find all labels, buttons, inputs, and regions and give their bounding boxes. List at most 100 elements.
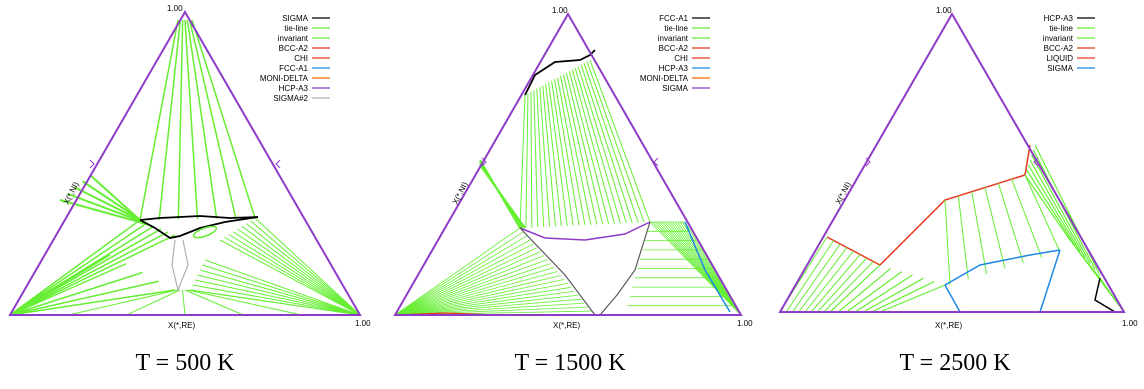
ternary-diagram-1500k: 1.00 1.00 X(*,RE) X(*,NI) FCC-A1tie-line… xyxy=(393,6,753,330)
legend-label: BCC-A2 xyxy=(279,44,309,53)
ternary-frame xyxy=(778,11,1126,313)
axis-ticks xyxy=(89,159,281,169)
tie-line xyxy=(9,271,143,316)
axis-ticks xyxy=(481,157,659,167)
tie-line xyxy=(394,282,568,316)
legend-label: SIGMA xyxy=(282,14,308,23)
right-corner-label: 1.00 xyxy=(737,319,753,328)
legend-label: BCC-A2 xyxy=(1044,44,1074,53)
tie-line xyxy=(837,267,892,313)
phase-boundary xyxy=(1094,277,1116,313)
tie-line xyxy=(9,254,111,316)
tie-line xyxy=(394,294,578,316)
tie-line xyxy=(237,228,361,316)
tie-line xyxy=(194,279,361,316)
legend-label: tie-line xyxy=(664,24,688,33)
legend-label: SIGMA xyxy=(1047,64,1073,73)
tie-line xyxy=(568,71,610,225)
legend: FCC-A1tie-lineinvariantBCC-A2CHIHCP-A3MO… xyxy=(640,14,710,93)
sigma-boundary xyxy=(519,221,651,241)
tie-line xyxy=(562,74,598,225)
tie-line xyxy=(126,289,181,316)
tie-line xyxy=(944,199,951,286)
tie-line xyxy=(187,289,302,316)
tie-line xyxy=(792,243,841,313)
tie-line xyxy=(817,257,868,313)
tie-line xyxy=(394,279,565,316)
tie-line xyxy=(1027,164,1081,252)
panel-500k: 1.00 1.00 X(*,RE) X(*,NI) SIGMA tie-line i… xyxy=(0,0,380,340)
tie-line xyxy=(394,259,548,316)
tie-line xyxy=(798,247,848,313)
tie-line xyxy=(139,19,179,221)
tie-line xyxy=(184,19,199,220)
caption-2500k: T = 2500 K xyxy=(899,350,1011,376)
tie-line xyxy=(530,91,533,228)
tie-line xyxy=(394,290,575,316)
tie-line xyxy=(394,231,524,316)
tie-line xyxy=(394,298,582,316)
tie-line xyxy=(879,284,946,313)
ternary-frame xyxy=(393,11,743,316)
tie-line xyxy=(89,174,141,221)
tie-line xyxy=(394,239,531,316)
tie-lines xyxy=(9,19,361,316)
tie-line xyxy=(571,69,616,224)
tie-line xyxy=(1011,178,1043,258)
tie-line xyxy=(1026,169,1076,247)
legend-label: tie-line xyxy=(1049,24,1073,33)
legend-label: SIGMA#2 xyxy=(273,94,308,103)
tie-line xyxy=(536,88,545,227)
tie-line xyxy=(863,277,924,313)
tie-lines xyxy=(779,144,1125,313)
caption-500k: T = 500 K xyxy=(135,350,235,376)
ternary-diagram-500k: 1.00 1.00 X(*,RE) X(*,NI) SIGMAtie-linei… xyxy=(8,4,371,330)
tie-line xyxy=(533,90,539,228)
x-axis-label: X(*,RE) xyxy=(553,321,580,330)
sigma-boundary xyxy=(1039,249,1061,313)
tie-line xyxy=(9,280,159,316)
tie-line xyxy=(245,223,361,316)
tie-line xyxy=(202,264,361,316)
tie-line xyxy=(586,61,645,223)
tie-line xyxy=(574,67,621,224)
legend-label: LIQUID xyxy=(1046,54,1073,63)
caption-1500k: T = 1500 K xyxy=(514,350,626,376)
tie-line xyxy=(394,271,558,316)
tie-line xyxy=(224,236,361,316)
tie-line xyxy=(545,83,562,227)
hcp-boundary xyxy=(684,221,731,313)
tie-line xyxy=(823,261,874,313)
panel-1500k: 1.00 1.00 X(*,RE) X(*,NI) FCC-A1 tie-line… xyxy=(385,0,765,340)
tie-line xyxy=(1024,174,1071,241)
tie-line xyxy=(204,259,361,316)
tie-line xyxy=(871,281,935,313)
tie-line xyxy=(81,180,144,223)
legend-label: HCP-A3 xyxy=(659,64,689,73)
legend-label: SIGMA xyxy=(662,84,688,93)
legend-label: HCP-A3 xyxy=(1044,14,1074,23)
tie-line xyxy=(829,264,881,313)
tie-line xyxy=(9,289,176,316)
legend-label: HCP-A3 xyxy=(279,84,309,93)
tie-line xyxy=(191,19,256,219)
sigma-boundary xyxy=(944,284,961,313)
tie-line xyxy=(9,263,127,316)
tie-line xyxy=(9,222,148,316)
tie-line xyxy=(577,66,627,224)
panel-2500k: 1.00 1.00 X(*,RE) X(*,NI) HCP-A3 tie-line… xyxy=(770,0,1144,340)
tie-line xyxy=(394,243,534,316)
ternary-diagram-2500k: 1.00 1.00 X(*,RE) X(*,NI) HCP-A3tie-line… xyxy=(778,6,1138,330)
tie-line xyxy=(394,267,555,316)
tie-line xyxy=(997,183,1024,264)
tie-line xyxy=(580,64,633,223)
tie-line xyxy=(232,231,361,316)
apex-label: 1.00 xyxy=(936,6,952,15)
tie-line xyxy=(67,192,148,225)
right-corner-label: 1.00 xyxy=(1122,319,1138,328)
legend: SIGMAtie-lineinvariantBCC-A2CHIFCC-A1MON… xyxy=(260,14,330,103)
sigma-boundary xyxy=(944,249,1061,286)
tie-line xyxy=(186,19,218,219)
tie-line xyxy=(394,275,562,316)
